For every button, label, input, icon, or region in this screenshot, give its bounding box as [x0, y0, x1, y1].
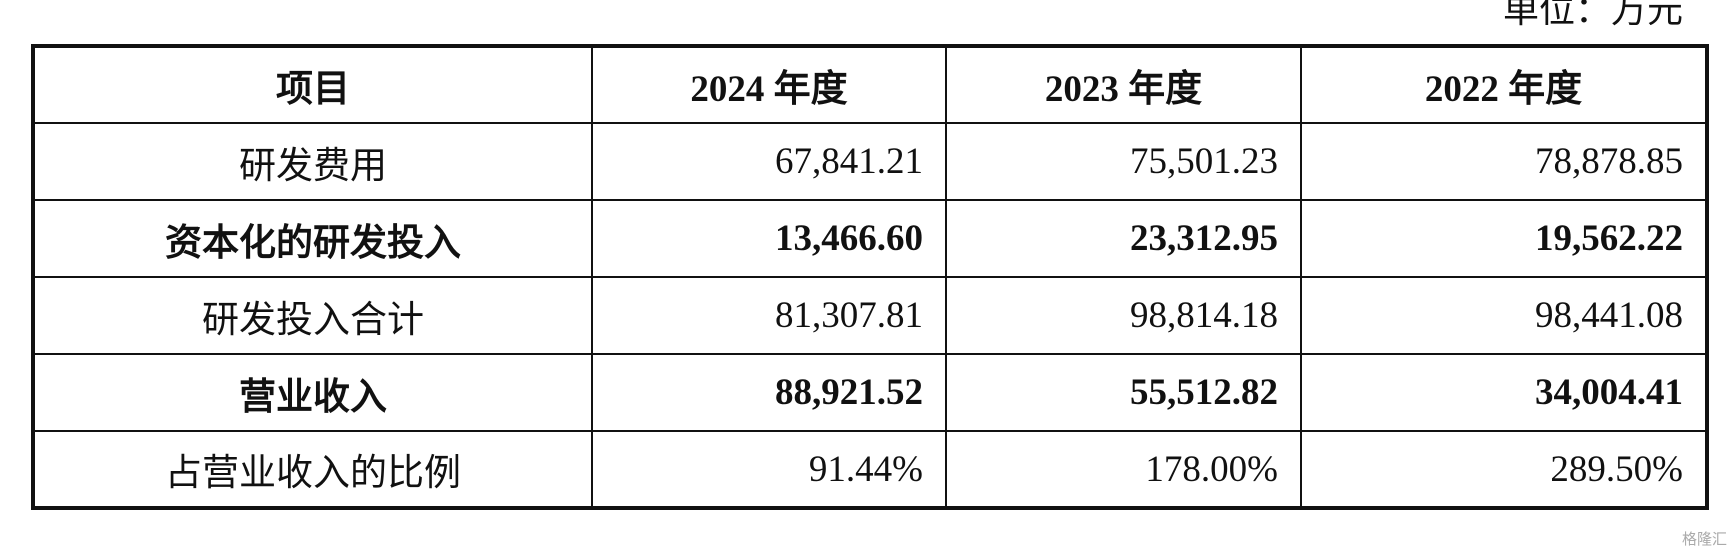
cell: 34,004.41	[1300, 353, 1708, 432]
column-header: 2022 年度	[1300, 45, 1708, 124]
table-row: 资本化的研发投入 13,466.60 23,312.95 19,562.22	[32, 199, 1708, 278]
watermark: 格隆汇	[1681, 530, 1727, 548]
cell: 23,312.95	[945, 199, 1302, 278]
table-row: 营业收入 88,921.52 55,512.82 34,004.41	[32, 353, 1708, 432]
cell: 81,307.81	[591, 276, 947, 355]
cell: 19,562.22	[1300, 199, 1708, 278]
row-label: 资本化的研发投入	[32, 199, 593, 278]
cell: 13,466.60	[591, 199, 947, 278]
unit-label: 单位：万元	[1502, 0, 1683, 30]
cell: 91.44%	[591, 430, 947, 509]
header-row: 项目 2024 年度 2023 年度 2022 年度	[32, 45, 1708, 124]
cell: 289.50%	[1300, 430, 1708, 509]
table-body: 项目 2024 年度 2023 年度 2022 年度 研发费用 67,841.21 75,5…	[32, 45, 1708, 509]
cell: 98,441.08	[1300, 276, 1708, 355]
cell: 67,841.21	[591, 122, 947, 201]
cell: 98,814.18	[945, 276, 1302, 355]
table-row: 研发投入合计 81,307.81 98,814.18 98,441.08	[32, 276, 1708, 355]
column-header: 项目	[32, 45, 593, 124]
row-label: 研发费用	[32, 122, 593, 201]
table-row: 占营业收入的比例 91.44% 178.00% 289.50%	[32, 430, 1708, 509]
cell: 55,512.82	[945, 353, 1302, 432]
row-label: 占营业收入的比例	[32, 430, 593, 509]
cell: 75,501.23	[945, 122, 1302, 201]
cell: 178.00%	[945, 430, 1302, 509]
cell: 78,878.85	[1300, 122, 1708, 201]
table-row: 研发费用 67,841.21 75,501.23 78,878.85	[32, 122, 1708, 201]
cell: 88,921.52	[591, 353, 947, 432]
data-table: 项目 2024 年度 2023 年度 2022 年度 研发费用 67,841.21 75,5…	[31, 44, 1709, 510]
row-label: 营业收入	[32, 353, 593, 432]
column-header: 2023 年度	[945, 45, 1302, 124]
column-header: 2024 年度	[591, 45, 947, 124]
row-label: 研发投入合计	[32, 276, 593, 355]
